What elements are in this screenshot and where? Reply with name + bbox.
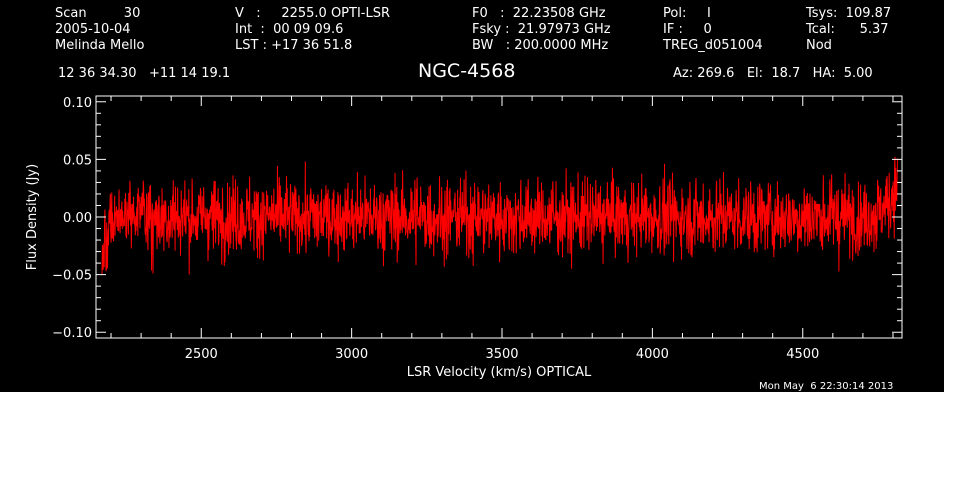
- y-axis-label: Flux Density (Jy): [25, 164, 40, 270]
- spectrum-trace: [101, 156, 898, 275]
- header-fsky: Fsky : 21.97973 GHz: [472, 22, 611, 37]
- plot-panel: Scan 30 2005-10-04 Melinda Mello V : 225…: [0, 0, 944, 392]
- y-tick-label: −0.05: [52, 269, 92, 284]
- header-coordinates: 12 36 34.30 +11 14 19.1: [58, 66, 231, 81]
- header-pol: Pol: I: [663, 6, 711, 21]
- header-integration: Int : 00 09 09.6: [235, 22, 344, 37]
- header-f0: F0 : 22.23508 GHz: [472, 6, 606, 21]
- header-lst: LST : +17 36 51.8: [235, 38, 353, 53]
- x-tick-label: 3500: [485, 347, 518, 362]
- x-tick-label: 3000: [335, 347, 368, 362]
- y-tick-label: 0.10: [63, 96, 92, 111]
- header-az-el-ha: Az: 269.6 El: 18.7 HA: 5.00: [673, 66, 873, 81]
- y-tick-label: 0.00: [63, 211, 92, 226]
- header-scan: Scan 30: [55, 6, 141, 21]
- source-name: NGC-4568: [418, 60, 516, 82]
- x-tick-label: 2500: [185, 347, 218, 362]
- x-tick-label: 4000: [636, 347, 669, 362]
- header-date: 2005-10-04: [55, 22, 131, 37]
- spectrum-chart: 2500 3000 3500 4000 4500 −0.10 −0.05 0.00 0.05 0.…: [25, 95, 903, 380]
- x-axis-label: LSR Velocity (km/s) OPTICAL: [407, 365, 592, 380]
- timestamp: Mon May 6 22:30:14 2013: [759, 381, 894, 392]
- header-observer: Melinda Mello: [55, 38, 145, 53]
- header-if: IF : 0: [663, 22, 712, 37]
- header-tcal: Tcal: 5.37: [806, 22, 889, 37]
- header-bandwidth: BW : 200.0000 MHz: [472, 38, 609, 53]
- header-treg: TREG_d051004: [663, 38, 763, 53]
- y-tick-label: −0.10: [52, 326, 92, 341]
- header-tsys: Tsys: 109.87: [806, 6, 892, 21]
- y-tick-label: 0.05: [63, 153, 92, 168]
- header-nod: Nod: [806, 38, 832, 53]
- x-tick-label: 4500: [786, 347, 819, 362]
- header-velocity: V : 2255.0 OPTI-LSR: [235, 6, 391, 21]
